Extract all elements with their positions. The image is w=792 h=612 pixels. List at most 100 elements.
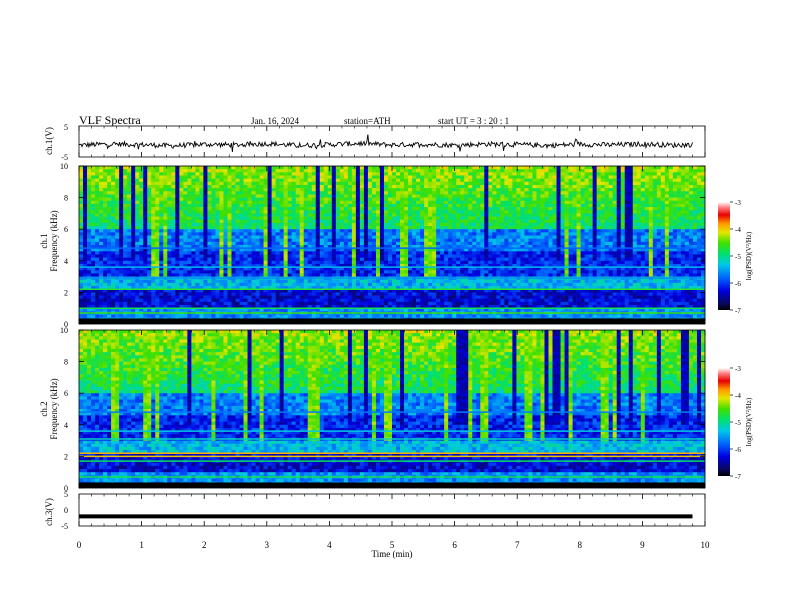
spectrogram-cell [243, 200, 248, 205]
spectrogram-cell [404, 216, 409, 221]
spectrogram-cell [620, 219, 626, 224]
spectrogram-cell [355, 178, 361, 183]
spectrogram-cell [472, 194, 477, 198]
spectrogram-cell [692, 194, 698, 198]
spectrogram-cell [175, 194, 180, 198]
spectrogram-cell [424, 257, 429, 262]
spectrogram-cell [392, 191, 397, 195]
spectrogram-cell [295, 229, 300, 233]
spectrogram-cell [279, 257, 284, 262]
spectrogram-cell [512, 245, 517, 249]
spectrogram-cell [163, 235, 168, 239]
spectrogram-cell [119, 207, 124, 211]
spectrogram-cell [387, 194, 393, 198]
spectrogram-cell [383, 203, 389, 208]
spectrogram-cell [243, 226, 248, 230]
spectrogram-cell [596, 184, 601, 189]
spectrogram-cell [688, 257, 694, 262]
spectrogram-cell [680, 200, 686, 205]
spectrogram-cell [692, 229, 698, 233]
spectrogram-cell [464, 229, 469, 233]
spectrogram-cell [672, 169, 678, 173]
spectrogram-cell [640, 251, 646, 255]
spectrogram-cell [472, 248, 477, 252]
spectrogram-cell [103, 188, 108, 192]
spectrogram-cell [343, 188, 349, 192]
spectrogram-cell [448, 226, 453, 230]
spectrogram-cell [624, 216, 630, 221]
spectrogram-cell [123, 175, 128, 179]
spectrogram-cell [315, 172, 321, 176]
spectrogram-cell [608, 241, 613, 246]
spectrogram-cell [476, 241, 481, 246]
spectrogram-cell [548, 184, 553, 189]
spectrogram-cell [171, 238, 176, 243]
spectrogram-cell [544, 203, 549, 208]
spectrogram-cell [367, 254, 373, 258]
spectrogram-cell [83, 175, 88, 179]
spectrogram-cell [472, 226, 477, 230]
spectrogram-cell [259, 245, 264, 249]
spectrogram-cell [371, 248, 377, 252]
spectrogram-cell [131, 197, 136, 202]
spectrogram-cell [383, 232, 389, 236]
spectrogram-cell [119, 169, 124, 173]
spectrogram-cell [580, 210, 585, 214]
spectrogram-cell [247, 166, 252, 170]
spectrogram-cell [488, 216, 493, 221]
spectrogram-cell [87, 191, 92, 195]
spectrogram-cell [335, 175, 341, 179]
spectrogram-cell [560, 191, 565, 195]
spectrogram-cell [516, 245, 521, 249]
spectrogram-cell [143, 251, 148, 255]
spectrogram-cell [532, 213, 537, 217]
spectrogram-cell [119, 241, 124, 246]
spectrogram-cell [392, 213, 397, 217]
spectrogram-cell [396, 216, 401, 221]
spectrogram-cell [604, 251, 609, 255]
spectrogram-cell [275, 166, 280, 170]
spectrogram-cell [500, 210, 505, 214]
spectrogram-cell [596, 229, 601, 233]
spectrogram-cell [91, 210, 96, 214]
spectrogram-cell [516, 257, 521, 262]
spectrogram-cell [656, 229, 662, 233]
spectrogram-cell [203, 188, 208, 192]
spectrogram-cell [692, 251, 698, 255]
spectrogram-cell [648, 248, 654, 252]
spectrogram-cell [191, 235, 196, 239]
spectrogram-cell [552, 188, 557, 192]
spectrogram-cell [99, 245, 104, 249]
spectrogram-cell [400, 245, 405, 249]
spectrogram-cell [408, 200, 413, 205]
spectrogram-cell [480, 257, 485, 262]
spectrogram-cell [323, 178, 329, 183]
spectrogram-cell [343, 254, 349, 258]
spectrogram-cell [496, 197, 501, 202]
spectrogram-cell [468, 203, 473, 208]
spectrogram-cell [319, 191, 325, 195]
spectrogram-cell [436, 251, 441, 255]
spectrogram-cell [420, 178, 425, 183]
spectrogram-cell [536, 219, 541, 224]
spectrogram-cell [387, 184, 393, 189]
spectrogram-cell [432, 210, 437, 214]
spectrogram-cell [696, 197, 702, 202]
spectrogram-cell [131, 248, 136, 252]
spectrogram-cell [492, 245, 497, 249]
spectrogram-cell [135, 194, 140, 198]
spectrogram-cell [420, 238, 425, 243]
spectrogram-cell [548, 229, 553, 233]
spectrogram-cell [99, 248, 104, 252]
spectrogram-cell [303, 260, 309, 265]
spectrogram-cell [339, 226, 345, 230]
spectrogram-cell [387, 257, 393, 262]
spectrogram-cell [283, 260, 288, 265]
spectrogram-cell [544, 248, 549, 252]
spectrogram-cell [271, 184, 276, 189]
spectrogram-cell [387, 188, 393, 192]
spectrogram-cell [363, 213, 369, 217]
spectrogram-cell [215, 245, 220, 249]
spectrogram-cell [331, 235, 337, 239]
spectrogram-cell [696, 235, 702, 239]
